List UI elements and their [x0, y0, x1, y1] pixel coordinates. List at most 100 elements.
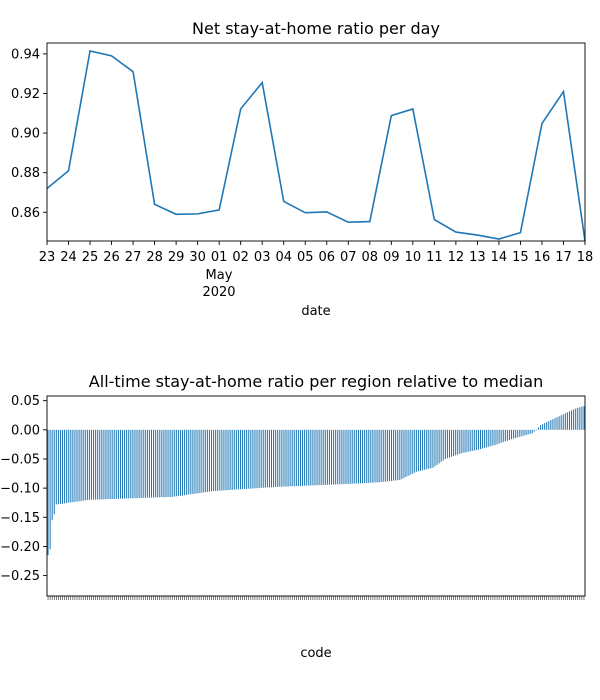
bar	[210, 429, 213, 492]
bar	[260, 429, 262, 488]
line-x-sublabel-year: 2020	[202, 285, 235, 300]
bar	[357, 429, 359, 484]
bar	[115, 429, 117, 499]
bar	[415, 429, 417, 472]
bar	[287, 429, 289, 487]
bar	[490, 429, 492, 447]
bar-y-tick-label: −0.15	[0, 511, 40, 526]
bar	[302, 429, 304, 486]
bar	[413, 429, 415, 473]
line-x-tick-label: 09	[383, 250, 400, 265]
bar	[122, 429, 124, 499]
bar	[250, 429, 252, 489]
bar	[355, 429, 357, 484]
line-x-tick-label: 08	[362, 250, 379, 265]
bar	[397, 429, 399, 481]
line-y-tick-label: 0.86	[11, 206, 40, 221]
bar	[486, 429, 488, 448]
bar	[442, 429, 444, 461]
bar	[544, 423, 546, 430]
bar	[49, 429, 51, 550]
line-x-tick-label: 26	[103, 250, 120, 265]
bar	[477, 429, 479, 450]
bar	[393, 429, 395, 481]
bar	[144, 429, 146, 498]
bar	[432, 429, 434, 468]
bar	[256, 429, 258, 489]
bar	[527, 429, 529, 435]
bar	[217, 429, 219, 491]
bar	[281, 429, 283, 487]
bar	[378, 429, 380, 483]
bar	[117, 429, 119, 499]
bar	[459, 429, 461, 454]
bar	[239, 429, 241, 490]
bar	[161, 429, 163, 498]
bar	[136, 429, 138, 499]
bar	[229, 429, 231, 490]
bar	[498, 429, 500, 444]
bar	[202, 429, 204, 493]
bar	[266, 429, 268, 488]
line-x-sublabel-month: May	[206, 268, 233, 283]
line-x-tick-label: 03	[254, 250, 271, 265]
bar	[219, 429, 221, 491]
bar-plot-frame	[46, 395, 586, 597]
bar	[275, 429, 277, 487]
bar	[53, 429, 55, 515]
bar	[124, 429, 126, 499]
bar	[362, 429, 364, 484]
bar	[351, 429, 353, 484]
bar	[113, 429, 115, 499]
bar	[138, 429, 140, 499]
bar	[148, 429, 150, 498]
bar	[382, 429, 384, 482]
bar	[411, 429, 413, 474]
bar	[72, 429, 74, 503]
line-x-ticks: 23 24 25 26 27 28 29 30 01 02 03 04 05 06 07 08 09 10 11 12…	[39, 241, 593, 265]
bar	[347, 429, 349, 484]
bar	[417, 429, 419, 472]
bar	[86, 429, 88, 501]
bar	[552, 419, 554, 430]
bar	[426, 429, 428, 470]
bar	[556, 417, 558, 430]
bar	[283, 429, 285, 487]
bar	[568, 411, 570, 430]
bar	[440, 429, 442, 462]
line-x-tick-label: 16	[534, 250, 551, 265]
bar	[434, 429, 436, 467]
bar	[262, 429, 264, 488]
line-x-tick-label: 24	[60, 250, 77, 265]
bar	[155, 429, 157, 498]
bar-x-axis-label: code	[300, 646, 331, 661]
bar	[455, 429, 457, 456]
bar	[331, 429, 333, 485]
bar	[364, 429, 366, 484]
bar	[403, 429, 405, 478]
line-x-tick-label: 07	[340, 250, 357, 265]
bar	[227, 429, 229, 491]
bar	[171, 429, 173, 497]
bar	[244, 429, 246, 489]
bar	[533, 429, 535, 432]
bar	[84, 429, 86, 501]
bar	[235, 429, 237, 490]
bar	[196, 429, 198, 494]
bar	[366, 429, 368, 483]
line-y-ticks: 0.86 0.88 0.90 0.92 0.94	[11, 47, 47, 221]
bar	[128, 429, 130, 499]
bar	[95, 429, 97, 500]
bar	[484, 429, 486, 448]
bar	[173, 429, 175, 497]
bar	[558, 416, 560, 430]
bar	[537, 427, 539, 430]
bar	[479, 429, 482, 450]
bar	[126, 429, 128, 499]
bar	[285, 429, 287, 487]
bar	[353, 429, 355, 484]
bar-y-tick-label: −0.05	[0, 452, 40, 467]
line-x-tick-label: 02	[232, 250, 249, 265]
bar	[554, 418, 556, 430]
bar	[163, 429, 165, 498]
